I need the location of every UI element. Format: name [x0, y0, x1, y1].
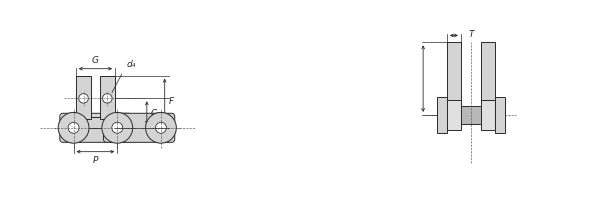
Bar: [76, 76, 91, 119]
Text: P: P: [93, 156, 98, 165]
Bar: [66, 117, 125, 128]
Text: C: C: [151, 109, 157, 118]
FancyBboxPatch shape: [104, 113, 175, 142]
Circle shape: [146, 112, 176, 143]
Bar: [494, 97, 505, 133]
FancyBboxPatch shape: [60, 113, 131, 142]
Text: T: T: [469, 30, 475, 39]
Circle shape: [103, 94, 112, 103]
Circle shape: [102, 112, 133, 143]
Circle shape: [68, 122, 79, 133]
Circle shape: [155, 122, 166, 133]
Bar: [461, 106, 481, 124]
Bar: [447, 100, 461, 130]
Circle shape: [112, 122, 123, 133]
Text: d₄: d₄: [127, 60, 136, 69]
Bar: [437, 97, 447, 133]
Circle shape: [79, 94, 88, 103]
Text: F: F: [169, 97, 174, 106]
Bar: [481, 42, 494, 100]
Bar: [481, 100, 494, 130]
Bar: [100, 76, 115, 119]
Circle shape: [58, 112, 89, 143]
Bar: [447, 42, 461, 100]
Text: G: G: [92, 56, 99, 65]
